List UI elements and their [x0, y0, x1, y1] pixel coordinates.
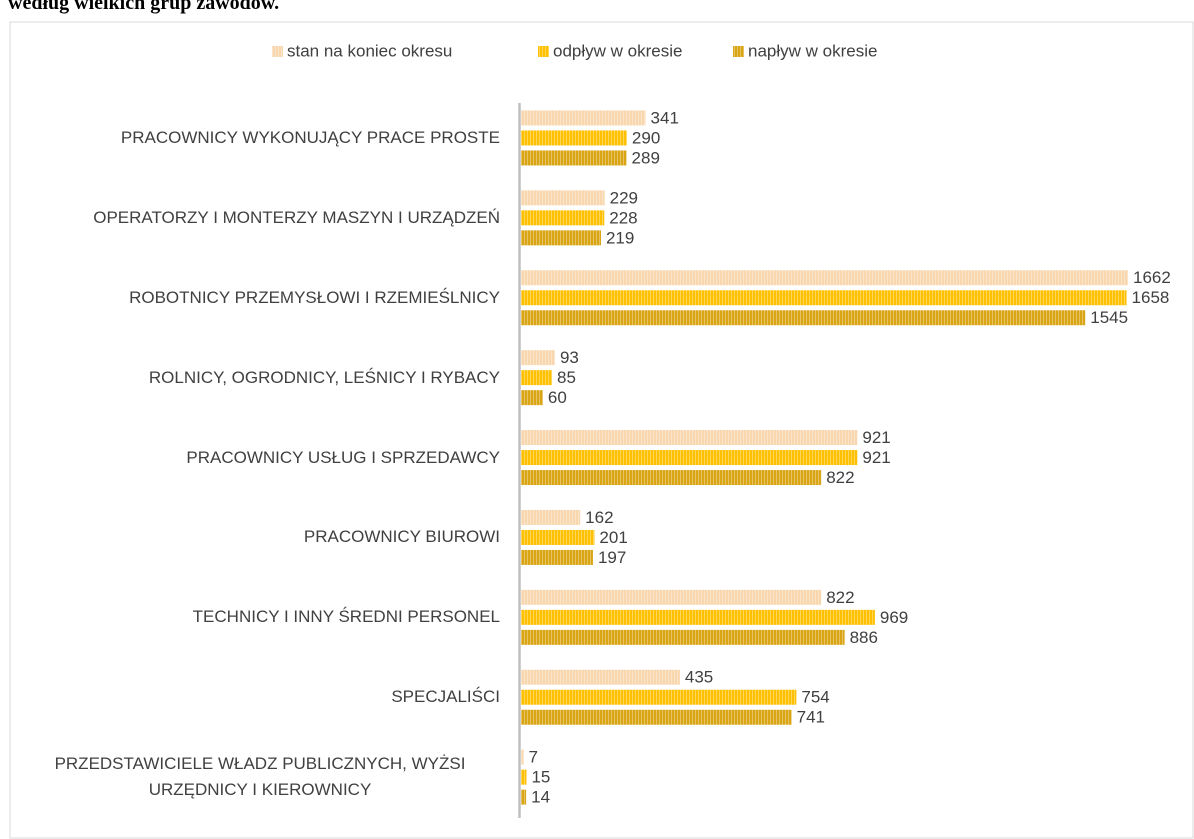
- chart-title: według wielkich grup zawodów.: [8, 0, 280, 14]
- data-label: 886: [850, 628, 878, 647]
- data-label: 1658: [1132, 288, 1170, 307]
- bar: [521, 509, 581, 525]
- data-label: 7: [529, 748, 538, 767]
- category-label: PRACOWNICY USŁUG I SPRZEDAWCY: [0, 445, 500, 471]
- bar: [521, 370, 553, 386]
- legend-swatch: [733, 46, 744, 57]
- data-label: 921: [862, 448, 890, 467]
- category-text: ROBOTNICY PRZEMYSŁOWI I RZEMIEŚLNICY: [129, 287, 500, 307]
- data-label: 435: [685, 668, 713, 687]
- category-label: OPERATORZY I MONTERZY MASZYN I URZĄDZEŃ: [0, 205, 500, 231]
- legend-label: stan na koniec okresu: [287, 41, 452, 60]
- data-label: 1545: [1090, 308, 1128, 327]
- bar: [521, 529, 595, 545]
- category-label: PRACOWNICY WYKONUJĄCY PRACE PROSTE: [0, 125, 500, 151]
- category-text: PRZEDSTAWICIELE WŁADZ PUBLICZNYCH, WYŻSI…: [54, 754, 466, 800]
- legend-label: odpływ w okresie: [553, 41, 682, 60]
- category-text: PRACOWNICY USŁUG I SPRZEDAWCY: [186, 447, 500, 467]
- bar: [521, 609, 875, 625]
- category-label: TECHNICY I INNY ŚREDNI PERSONEL: [0, 604, 500, 630]
- bar: [521, 430, 858, 446]
- bar: [521, 230, 601, 246]
- bar: [521, 669, 680, 685]
- bar: [521, 789, 527, 805]
- data-label: 228: [609, 208, 637, 227]
- bar: [521, 549, 593, 565]
- category-label: PRACOWNICY BIUROWI: [0, 524, 500, 550]
- bar: [521, 689, 797, 705]
- category-label: ROBOTNICY PRZEMYSŁOWI I RZEMIEŚLNICY: [0, 285, 500, 311]
- data-label: 341: [651, 108, 679, 127]
- data-label: 93: [560, 348, 579, 367]
- data-label: 969: [880, 608, 908, 627]
- data-label: 162: [585, 508, 613, 527]
- bar: [521, 470, 822, 486]
- data-label: 741: [797, 708, 825, 727]
- data-label: 822: [826, 468, 854, 487]
- data-label: 289: [632, 148, 660, 167]
- category-text: TECHNICY I INNY ŚREDNI PERSONEL: [192, 607, 500, 627]
- category-text: PRACOWNICY BIUROWI: [303, 527, 500, 547]
- data-label: 921: [862, 428, 890, 447]
- data-label: 219: [606, 228, 634, 247]
- bar: [521, 450, 858, 466]
- category-text: ROLNICY, OGRODNICY, LEŚNICY I RYBACY: [148, 367, 500, 387]
- bar: [521, 709, 792, 725]
- bar: [521, 150, 627, 166]
- data-label: 15: [531, 768, 550, 787]
- bar: [521, 190, 605, 206]
- category-text: PRACOWNICY WYKONUJĄCY PRACE PROSTE: [120, 127, 500, 147]
- bar: [521, 110, 646, 126]
- bar: [521, 310, 1086, 326]
- bar: [521, 629, 845, 645]
- category-label: ROLNICY, OGRODNICY, LEŚNICY I RYBACY: [0, 365, 500, 391]
- bar: [521, 589, 822, 605]
- data-label: 229: [610, 188, 638, 207]
- legend-swatch: [538, 46, 549, 57]
- bar: [521, 130, 627, 146]
- bar: [521, 210, 605, 226]
- data-label: 85: [557, 368, 576, 387]
- bar: [521, 749, 524, 765]
- legend-label: napływ w okresie: [748, 41, 877, 60]
- legend-swatch: [272, 46, 283, 57]
- data-label: 197: [598, 548, 626, 567]
- data-label: 1662: [1133, 268, 1171, 287]
- category-text: OPERATORZY I MONTERZY MASZYN I URZĄDZEŃ: [93, 207, 500, 227]
- data-label: 290: [632, 128, 660, 147]
- data-label: 201: [599, 528, 627, 547]
- data-label: 822: [826, 588, 854, 607]
- category-label: PRZEDSTAWICIELE WŁADZ PUBLICZNYCH, WYŻSI…: [0, 751, 500, 803]
- bar: [521, 350, 555, 366]
- chart-frame: [9, 21, 1194, 839]
- data-label: 754: [801, 688, 829, 707]
- category-text: SPECJALIŚCI: [391, 687, 500, 707]
- data-label: 60: [548, 388, 567, 407]
- bar: [521, 390, 543, 406]
- bar: [521, 769, 527, 785]
- bar: [521, 290, 1127, 306]
- category-label: SPECJALIŚCI: [0, 684, 500, 710]
- data-label: 14: [531, 788, 550, 807]
- bar: [521, 270, 1128, 286]
